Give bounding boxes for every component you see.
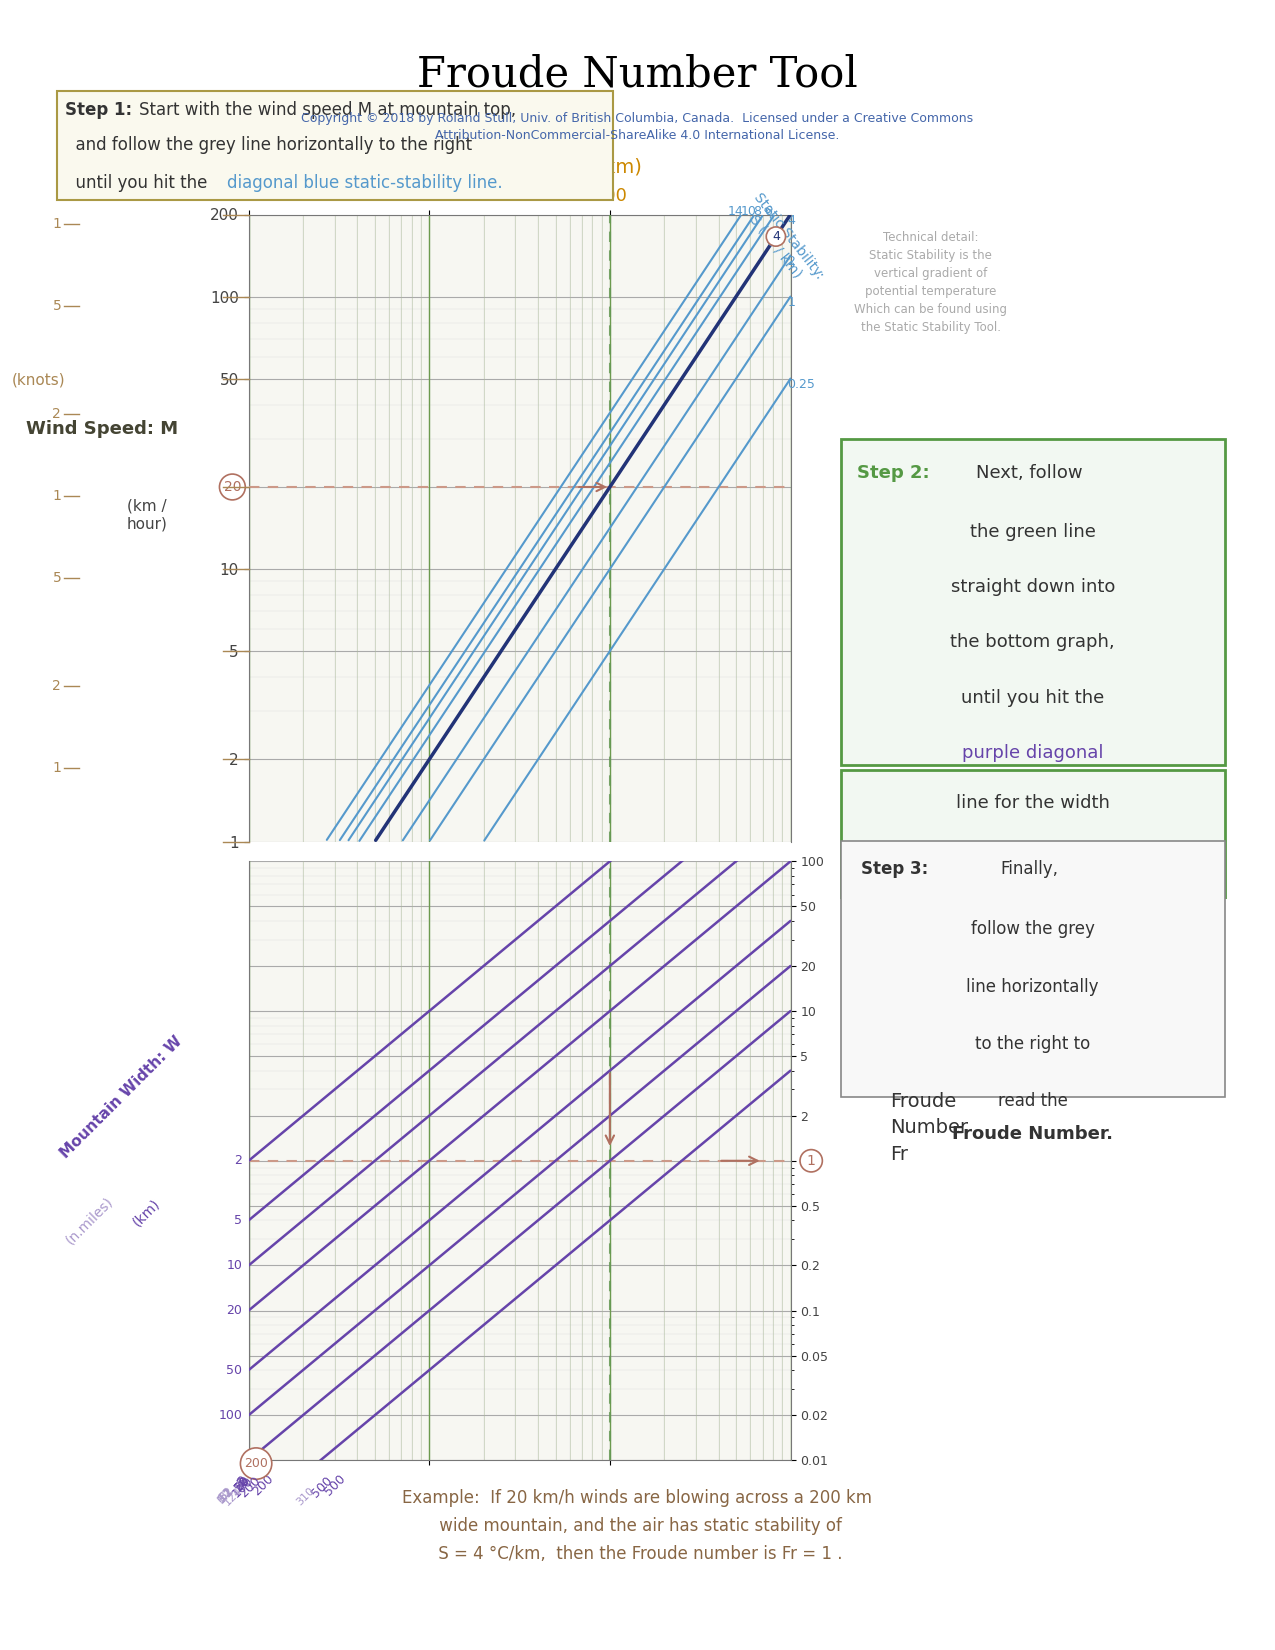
Text: 5: 5 — [235, 1214, 242, 1228]
Text: Technical detail:
Static Stability is the
vertical gradient of
potential tempera: Technical detail: Static Stability is th… — [854, 231, 1007, 333]
Text: until you hit the: until you hit the — [65, 175, 213, 191]
Text: Static Stability:
S (°C / km): Static Stability: S (°C / km) — [737, 190, 827, 292]
Text: Wind Speed: M: Wind Speed: M — [26, 421, 178, 437]
Text: 1.2: 1.2 — [215, 1485, 236, 1505]
Text: to the right to: to the right to — [975, 1035, 1090, 1053]
FancyBboxPatch shape — [56, 91, 613, 200]
Text: 10: 10 — [232, 1473, 252, 1495]
X-axis label: Natural Wavelength (km): Natural Wavelength (km) — [397, 158, 643, 177]
Text: Copyright © 2018 by Roland Stull, Univ. of British Columbia, Canada.  Licensed u: Copyright © 2018 by Roland Stull, Univ. … — [301, 112, 974, 125]
Text: 1: 1 — [52, 762, 61, 776]
Text: Froude
Number
Fr: Froude Number Fr — [890, 1092, 968, 1163]
Text: 31: 31 — [217, 1485, 235, 1503]
Text: 310: 310 — [295, 1485, 316, 1508]
Text: line horizontally: line horizontally — [966, 977, 1099, 995]
Text: 5: 5 — [52, 299, 61, 312]
Text: 200: 200 — [237, 1473, 263, 1500]
Text: 100: 100 — [218, 1409, 242, 1422]
Text: (n.miles): (n.miles) — [62, 1195, 116, 1247]
Text: 500: 500 — [321, 1472, 348, 1498]
Text: 6.2: 6.2 — [215, 1485, 236, 1505]
Text: Step 3:: Step 3: — [862, 861, 928, 878]
Text: 4: 4 — [787, 214, 796, 228]
FancyBboxPatch shape — [842, 439, 1224, 766]
Text: the green line: the green line — [970, 523, 1095, 541]
Text: 62: 62 — [217, 1485, 235, 1503]
Text: 100: 100 — [230, 1473, 255, 1500]
Text: 50: 50 — [232, 1473, 252, 1495]
Text: until you hit the: until you hit the — [961, 690, 1104, 706]
Text: Attribution-NonCommercial-ShareAlike 4.0 International License.: Attribution-NonCommercial-ShareAlike 4.0… — [435, 129, 840, 142]
Text: (km /
hour): (km / hour) — [126, 498, 167, 531]
Text: 8: 8 — [754, 205, 761, 218]
Text: Start with the wind speed M at mountain top,: Start with the wind speed M at mountain … — [139, 101, 516, 119]
Text: diagonal blue static-stability line.: diagonal blue static-stability line. — [227, 175, 502, 191]
Text: Froude Number.: Froude Number. — [952, 1125, 1113, 1143]
Text: 6: 6 — [765, 205, 773, 218]
Text: 50: 50 — [226, 1363, 242, 1376]
Text: 2: 2 — [52, 680, 61, 693]
Text: 5: 5 — [235, 1473, 250, 1488]
Text: 2: 2 — [235, 1473, 250, 1488]
Text: 12: 12 — [217, 1485, 235, 1503]
Text: 14: 14 — [727, 205, 743, 218]
Text: Step 1:: Step 1: — [65, 101, 133, 119]
Text: 1: 1 — [807, 1153, 816, 1168]
Text: 10: 10 — [226, 1259, 242, 1272]
Text: 3.1: 3.1 — [215, 1485, 236, 1505]
Text: 1: 1 — [52, 216, 61, 231]
Text: 200: 200 — [250, 1472, 275, 1498]
Text: 124: 124 — [222, 1485, 245, 1508]
Text: of the mountain.: of the mountain. — [958, 853, 1108, 871]
Text: 5: 5 — [52, 571, 61, 586]
FancyBboxPatch shape — [842, 842, 1224, 1097]
Text: Mountain Width: W: Mountain Width: W — [57, 1033, 185, 1162]
Text: Example:  If 20 km/h winds are blowing across a 200 km
 wide mountain, and the a: Example: If 20 km/h winds are blowing ac… — [403, 1490, 872, 1563]
Text: read the: read the — [998, 1092, 1067, 1110]
FancyBboxPatch shape — [842, 771, 1224, 899]
Text: 20: 20 — [226, 1304, 242, 1317]
Text: 2: 2 — [52, 408, 61, 421]
Text: 500: 500 — [309, 1473, 334, 1500]
Text: 2: 2 — [235, 1155, 242, 1167]
Text: and follow the grey line horizontally to the right: and follow the grey line horizontally to… — [65, 137, 472, 153]
Text: 1: 1 — [52, 488, 61, 503]
Text: 2: 2 — [787, 256, 796, 267]
Text: 1: 1 — [787, 295, 796, 309]
Text: (km): (km) — [130, 1196, 163, 1229]
Text: 4: 4 — [771, 229, 780, 243]
Text: purple diagonal: purple diagonal — [963, 744, 1103, 762]
Text: Finally,: Finally, — [1000, 861, 1058, 878]
Text: follow the grey: follow the grey — [970, 921, 1095, 939]
Text: 20: 20 — [223, 480, 241, 493]
Text: 0.25: 0.25 — [787, 378, 815, 391]
Text: (knots): (knots) — [11, 371, 65, 388]
Text: the bottom graph,: the bottom graph, — [950, 634, 1116, 652]
Text: straight down into: straight down into — [951, 578, 1114, 596]
Text: 20: 20 — [232, 1473, 252, 1495]
Text: 10: 10 — [741, 205, 756, 218]
Text: 200: 200 — [245, 1457, 268, 1470]
Text: Step 2:: Step 2: — [857, 464, 929, 482]
Text: line for the width: line for the width — [956, 794, 1109, 812]
Text: Next, follow: Next, follow — [975, 464, 1082, 482]
Text: Froude Number Tool: Froude Number Tool — [417, 53, 858, 96]
